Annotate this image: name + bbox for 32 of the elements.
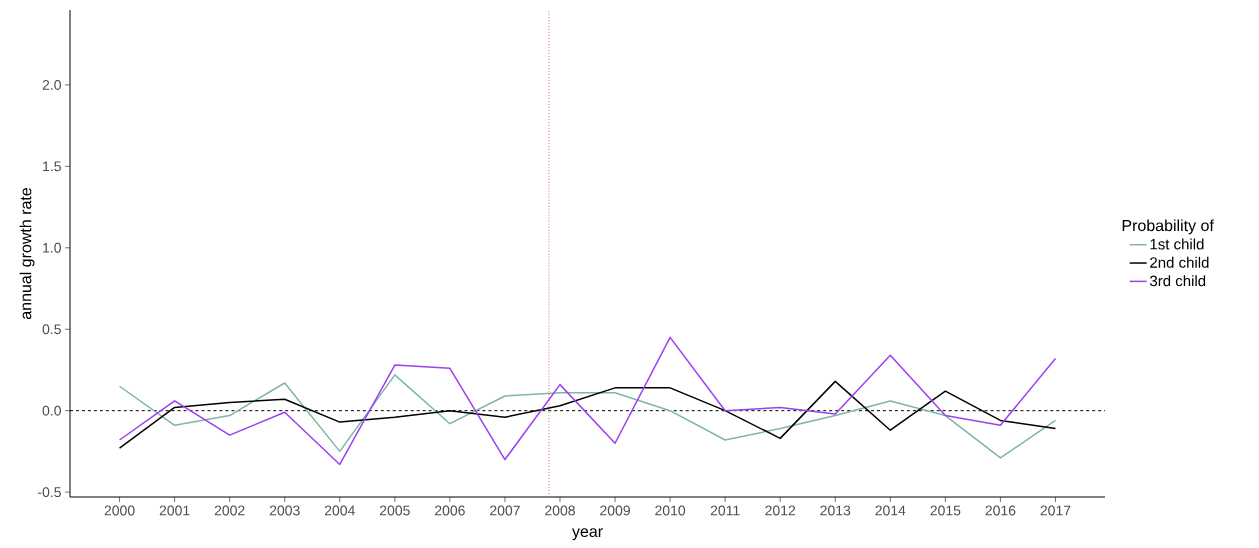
x-tick-label: 2009 [600,505,630,516]
y-tick-label: 1.0 [43,242,61,253]
legend-title: Probability of [1122,219,1214,235]
legend-label: 3rd child [1149,275,1206,287]
x-tick-label: 2000 [104,505,135,516]
x-tick-label: 2008 [545,505,575,516]
x-tick-label: 2015 [930,505,961,516]
x-tick-label: 2004 [324,505,355,516]
legend-label: 1st child [1150,238,1204,250]
x-axis-title: year [571,528,603,541]
y-tick-label: -0.5 [38,487,61,498]
x-tick-label: 2006 [435,505,465,516]
line-series [118,336,1057,466]
x-tick-label: 2007 [490,505,520,516]
y-axis-title: annual growth rate [19,187,35,320]
x-tick-label: 2013 [820,505,851,516]
line-series [118,374,1057,459]
y-tick-label: 0.5 [42,324,61,335]
x-tick-label: 2003 [269,505,300,516]
y-tick-label: 1.5 [43,161,61,172]
legend-label: 2nd child [1150,256,1209,268]
x-tick-label: 2010 [655,505,686,516]
x-tick-label: 2001 [159,505,190,516]
x-tick-label: 2017 [1040,505,1071,516]
x-tick-label: 2005 [379,505,410,516]
x-tick-label: 2011 [710,505,740,516]
x-tick-label: 2012 [765,505,796,516]
x-tick-label: 2014 [875,505,906,516]
y-tick-label: 0.0 [42,405,61,416]
y-tick-label: 2.0 [42,79,61,90]
x-tick-label: 2016 [985,505,1016,516]
x-tick-label: 2002 [214,505,245,516]
